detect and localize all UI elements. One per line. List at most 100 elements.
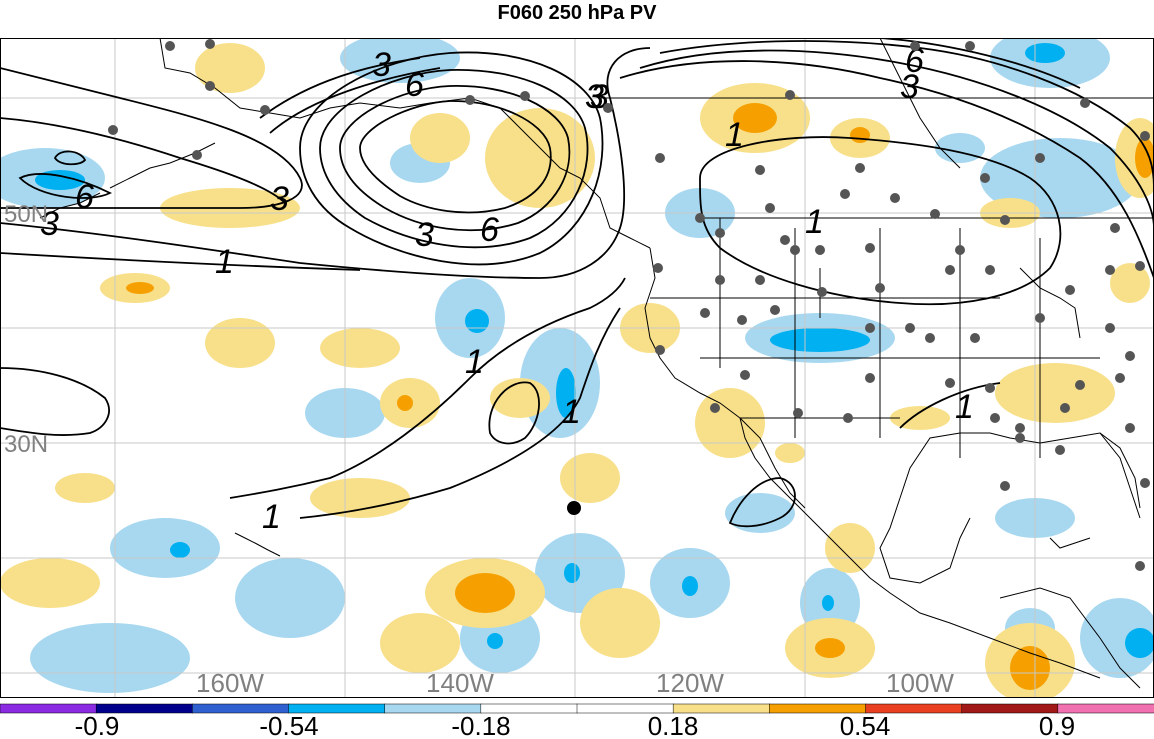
station-dot [985, 265, 995, 275]
lon-label-140w: 140W [426, 668, 494, 698]
station-dot [985, 383, 995, 393]
lon-label-160w: 160W [196, 668, 264, 698]
station-dot [840, 189, 850, 199]
pv-map: 3 6 3 6 3 6 3 3 6 3 3 1 1 1 1 1 1 1 50N … [0, 38, 1154, 698]
station-dot [945, 378, 955, 388]
station-dot [653, 263, 663, 273]
contour-label: 6 [480, 211, 499, 249]
station-dot [930, 209, 940, 219]
highlight-marker [567, 501, 581, 515]
lat-label-50n: 50N [4, 201, 48, 228]
contour-label: 3 [585, 78, 604, 116]
station-dot [655, 153, 665, 163]
station-dot [1075, 380, 1085, 390]
contour-label: 3 [270, 180, 289, 218]
station-dot [1105, 265, 1115, 275]
colorbar-ticks: -0.9 -0.54 -0.18 0.18 0.54 0.9 [75, 711, 1075, 739]
contour-label: 1 [562, 393, 581, 431]
station-dot [192, 150, 202, 160]
station-dot [865, 373, 875, 383]
station-dot [710, 403, 720, 413]
station-dot [865, 243, 875, 253]
station-dot [260, 105, 270, 115]
colorbar-tick: 0.54 [840, 711, 891, 739]
station-dot [990, 413, 1000, 423]
station-dot [790, 245, 800, 255]
colorbar-tick: -0.18 [451, 711, 510, 739]
contour-label: 6 [905, 42, 924, 80]
station-dot [1000, 215, 1010, 225]
contour-label: 1 [215, 243, 234, 281]
station-dot [817, 287, 827, 297]
contour-label: 6 [75, 178, 94, 216]
station-dot [890, 193, 900, 203]
station-dot [855, 163, 865, 173]
station-dot [1035, 313, 1045, 323]
station-dot [1105, 323, 1115, 333]
station-dot [1125, 351, 1135, 361]
station-dot [955, 245, 965, 255]
station-dot [793, 408, 803, 418]
contour-label: 1 [725, 116, 744, 154]
station-dot [1060, 403, 1070, 413]
station-dot [925, 333, 935, 343]
contour-label: 3 [900, 68, 919, 106]
contour-label: 1 [955, 388, 974, 426]
station-dot [1055, 445, 1065, 455]
station-dot [755, 165, 765, 175]
lon-label-120w: 120W [656, 668, 724, 698]
station-dot [910, 41, 920, 51]
lon-label-100w: 100W [886, 668, 954, 698]
contour-label: 1 [465, 343, 484, 381]
positive-anomaly-fill [0, 43, 1154, 698]
lat-label-30n: 30N [4, 431, 48, 458]
contour-label: 6 [405, 66, 424, 104]
station-dot [865, 323, 875, 333]
colorbar-tick: -0.9 [75, 711, 120, 739]
station-dot [700, 308, 710, 318]
station-dots [108, 39, 1150, 571]
station-dot [520, 91, 530, 101]
station-dot [1135, 561, 1145, 571]
station-dot [205, 39, 215, 49]
station-dot [965, 41, 975, 51]
contour-label: 1 [805, 203, 824, 241]
station-dot [785, 90, 795, 100]
station-dot [770, 305, 780, 315]
station-dot [715, 275, 725, 285]
station-dot [603, 103, 613, 113]
station-dot [655, 345, 665, 355]
station-dot [695, 213, 705, 223]
map-title: F060 250 hPa PV [497, 2, 657, 24]
station-dot [715, 228, 725, 238]
station-dot [1035, 153, 1045, 163]
station-dot [1015, 423, 1025, 433]
colorbar-swatch [1057, 703, 1154, 714]
contour-labels: 3 6 3 6 3 6 3 3 6 3 3 1 1 1 1 1 1 1 [40, 42, 974, 536]
station-dot [905, 323, 915, 333]
station-dot [165, 41, 175, 51]
station-dot [740, 370, 750, 380]
station-dot [970, 333, 980, 343]
contour-label: 1 [262, 498, 281, 536]
station-dot [205, 81, 215, 91]
latitude-labels: 50N 30N [4, 201, 48, 458]
station-dot [780, 235, 790, 245]
station-dot [108, 125, 118, 135]
station-dot [737, 315, 747, 325]
station-dot [1080, 98, 1090, 108]
station-dot [755, 275, 765, 285]
station-dot [1015, 433, 1025, 443]
contour-label: 3 [372, 46, 391, 84]
station-dot [815, 245, 825, 255]
station-dot [1115, 373, 1125, 383]
colorbar-swatches [0, 703, 1154, 714]
colorbar-tick: 0.18 [648, 711, 699, 739]
station-dot [980, 173, 990, 183]
station-dot [875, 283, 885, 293]
station-dot [1140, 131, 1150, 141]
colorbar-tick: -0.54 [259, 711, 318, 739]
station-dot [1140, 478, 1150, 488]
negative-anomaly-fill [0, 38, 1154, 693]
colorbar-tick: 0.9 [1039, 711, 1075, 739]
